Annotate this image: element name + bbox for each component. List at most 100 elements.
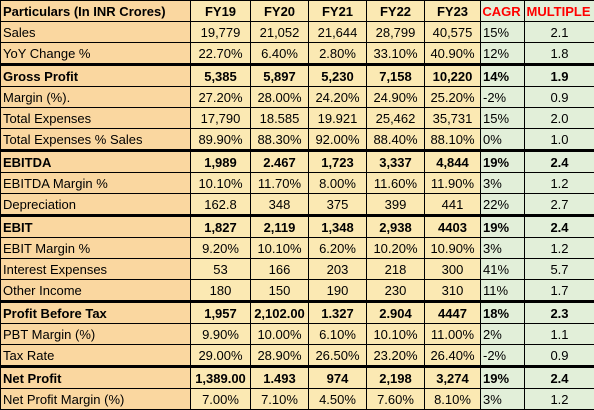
row-value: 9.90% (191, 324, 251, 345)
table-row: Net Profit Margin (%)7.00%7.10%4.50%7.60… (1, 389, 594, 410)
row-value: 1,957 (191, 302, 251, 324)
row-value: 28,799 (367, 22, 425, 43)
row-value: 21,644 (309, 22, 367, 43)
row-value: 4447 (425, 302, 481, 324)
row-value: 11.00% (425, 324, 481, 345)
row-value: 1,389.00 (191, 367, 251, 389)
row-value: 7.10% (251, 389, 309, 410)
row-value: 23.20% (367, 345, 425, 367)
row-value: 21,052 (251, 22, 309, 43)
row-value: 1.493 (251, 367, 309, 389)
row-value: 150 (251, 280, 309, 302)
row-value: 441 (425, 194, 481, 216)
row-value: 1,348 (309, 216, 367, 238)
row-value: 10,220 (425, 65, 481, 87)
row-label: EBITDA (1, 151, 191, 173)
row-value: 2.467 (251, 151, 309, 173)
row-value: 89.90% (191, 129, 251, 151)
row-multiple: 2.1 (525, 22, 594, 43)
header-cagr: CAGR (481, 1, 525, 22)
row-value: 300 (425, 259, 481, 280)
row-cagr: 11% (481, 280, 525, 302)
row-value: 28.00% (251, 87, 309, 108)
row-value: 40.90% (425, 43, 481, 65)
row-value: 3,337 (367, 151, 425, 173)
row-value: 24.20% (309, 87, 367, 108)
row-label: EBITDA Margin % (1, 173, 191, 194)
row-cagr: 15% (481, 22, 525, 43)
row-value: 5,230 (309, 65, 367, 87)
row-value: 10.10% (251, 238, 309, 259)
row-value: 25.20% (425, 87, 481, 108)
row-value: 1,723 (309, 151, 367, 173)
row-cagr: 14% (481, 65, 525, 87)
row-cagr: -2% (481, 345, 525, 367)
header-year-fy19: FY19 (191, 1, 251, 22)
row-multiple: 5.7 (525, 259, 594, 280)
row-value: 7.60% (367, 389, 425, 410)
row-value: 88.40% (367, 129, 425, 151)
row-label: PBT Margin (%) (1, 324, 191, 345)
row-cagr: 19% (481, 216, 525, 238)
row-cagr: 0% (481, 129, 525, 151)
row-multiple: 1.2 (525, 389, 594, 410)
row-value: 4403 (425, 216, 481, 238)
row-value: 2.904 (367, 302, 425, 324)
row-value: 5,385 (191, 65, 251, 87)
row-label: Sales (1, 22, 191, 43)
row-value: 10.20% (367, 238, 425, 259)
row-cagr: 19% (481, 367, 525, 389)
row-label: Profit Before Tax (1, 302, 191, 324)
row-value: 8.00% (309, 173, 367, 194)
table-row: PBT Margin (%)9.90%10.00%6.10%10.10%11.0… (1, 324, 594, 345)
row-cagr: 19% (481, 151, 525, 173)
row-value: 10.90% (425, 238, 481, 259)
table-row: EBITDA Margin %10.10%11.70%8.00%11.60%11… (1, 173, 594, 194)
row-label: Total Expenses (1, 108, 191, 129)
row-value: 6.10% (309, 324, 367, 345)
row-multiple: 1.2 (525, 173, 594, 194)
header-multiple: MULTIPLE (525, 1, 594, 22)
row-multiple: 2.4 (525, 367, 594, 389)
row-multiple: 2.7 (525, 194, 594, 216)
header-year-fy21: FY21 (309, 1, 367, 22)
row-cagr: 41% (481, 259, 525, 280)
row-value: 11.60% (367, 173, 425, 194)
row-value: 6.40% (251, 43, 309, 65)
row-label: YoY Change % (1, 43, 191, 65)
row-value: 26.50% (309, 345, 367, 367)
row-label: Net Profit (1, 367, 191, 389)
row-value: 2,119 (251, 216, 309, 238)
row-value: 53 (191, 259, 251, 280)
row-label: Tax Rate (1, 345, 191, 367)
row-label: Other Income (1, 280, 191, 302)
row-cagr: 3% (481, 238, 525, 259)
row-value: 11.70% (251, 173, 309, 194)
row-value: 180 (191, 280, 251, 302)
row-value: 166 (251, 259, 309, 280)
row-multiple: 1.0 (525, 129, 594, 151)
row-value: 7.00% (191, 389, 251, 410)
row-value: 2,198 (367, 367, 425, 389)
table-row: YoY Change %22.70%6.40%2.80%33.10%40.90%… (1, 43, 594, 65)
row-value: 6.20% (309, 238, 367, 259)
row-value: 2.80% (309, 43, 367, 65)
row-cagr: 15% (481, 108, 525, 129)
row-multiple: 2.4 (525, 216, 594, 238)
row-value: 18.585 (251, 108, 309, 129)
row-value: 162.8 (191, 194, 251, 216)
row-value: 29.00% (191, 345, 251, 367)
row-value: 230 (367, 280, 425, 302)
row-value: 10.00% (251, 324, 309, 345)
row-label: Margin (%). (1, 87, 191, 108)
row-value: 92.00% (309, 129, 367, 151)
row-cagr: 3% (481, 389, 525, 410)
row-value: 4.50% (309, 389, 367, 410)
table-row: EBIT Margin %9.20%10.10%6.20%10.20%10.90… (1, 238, 594, 259)
row-value: 399 (367, 194, 425, 216)
